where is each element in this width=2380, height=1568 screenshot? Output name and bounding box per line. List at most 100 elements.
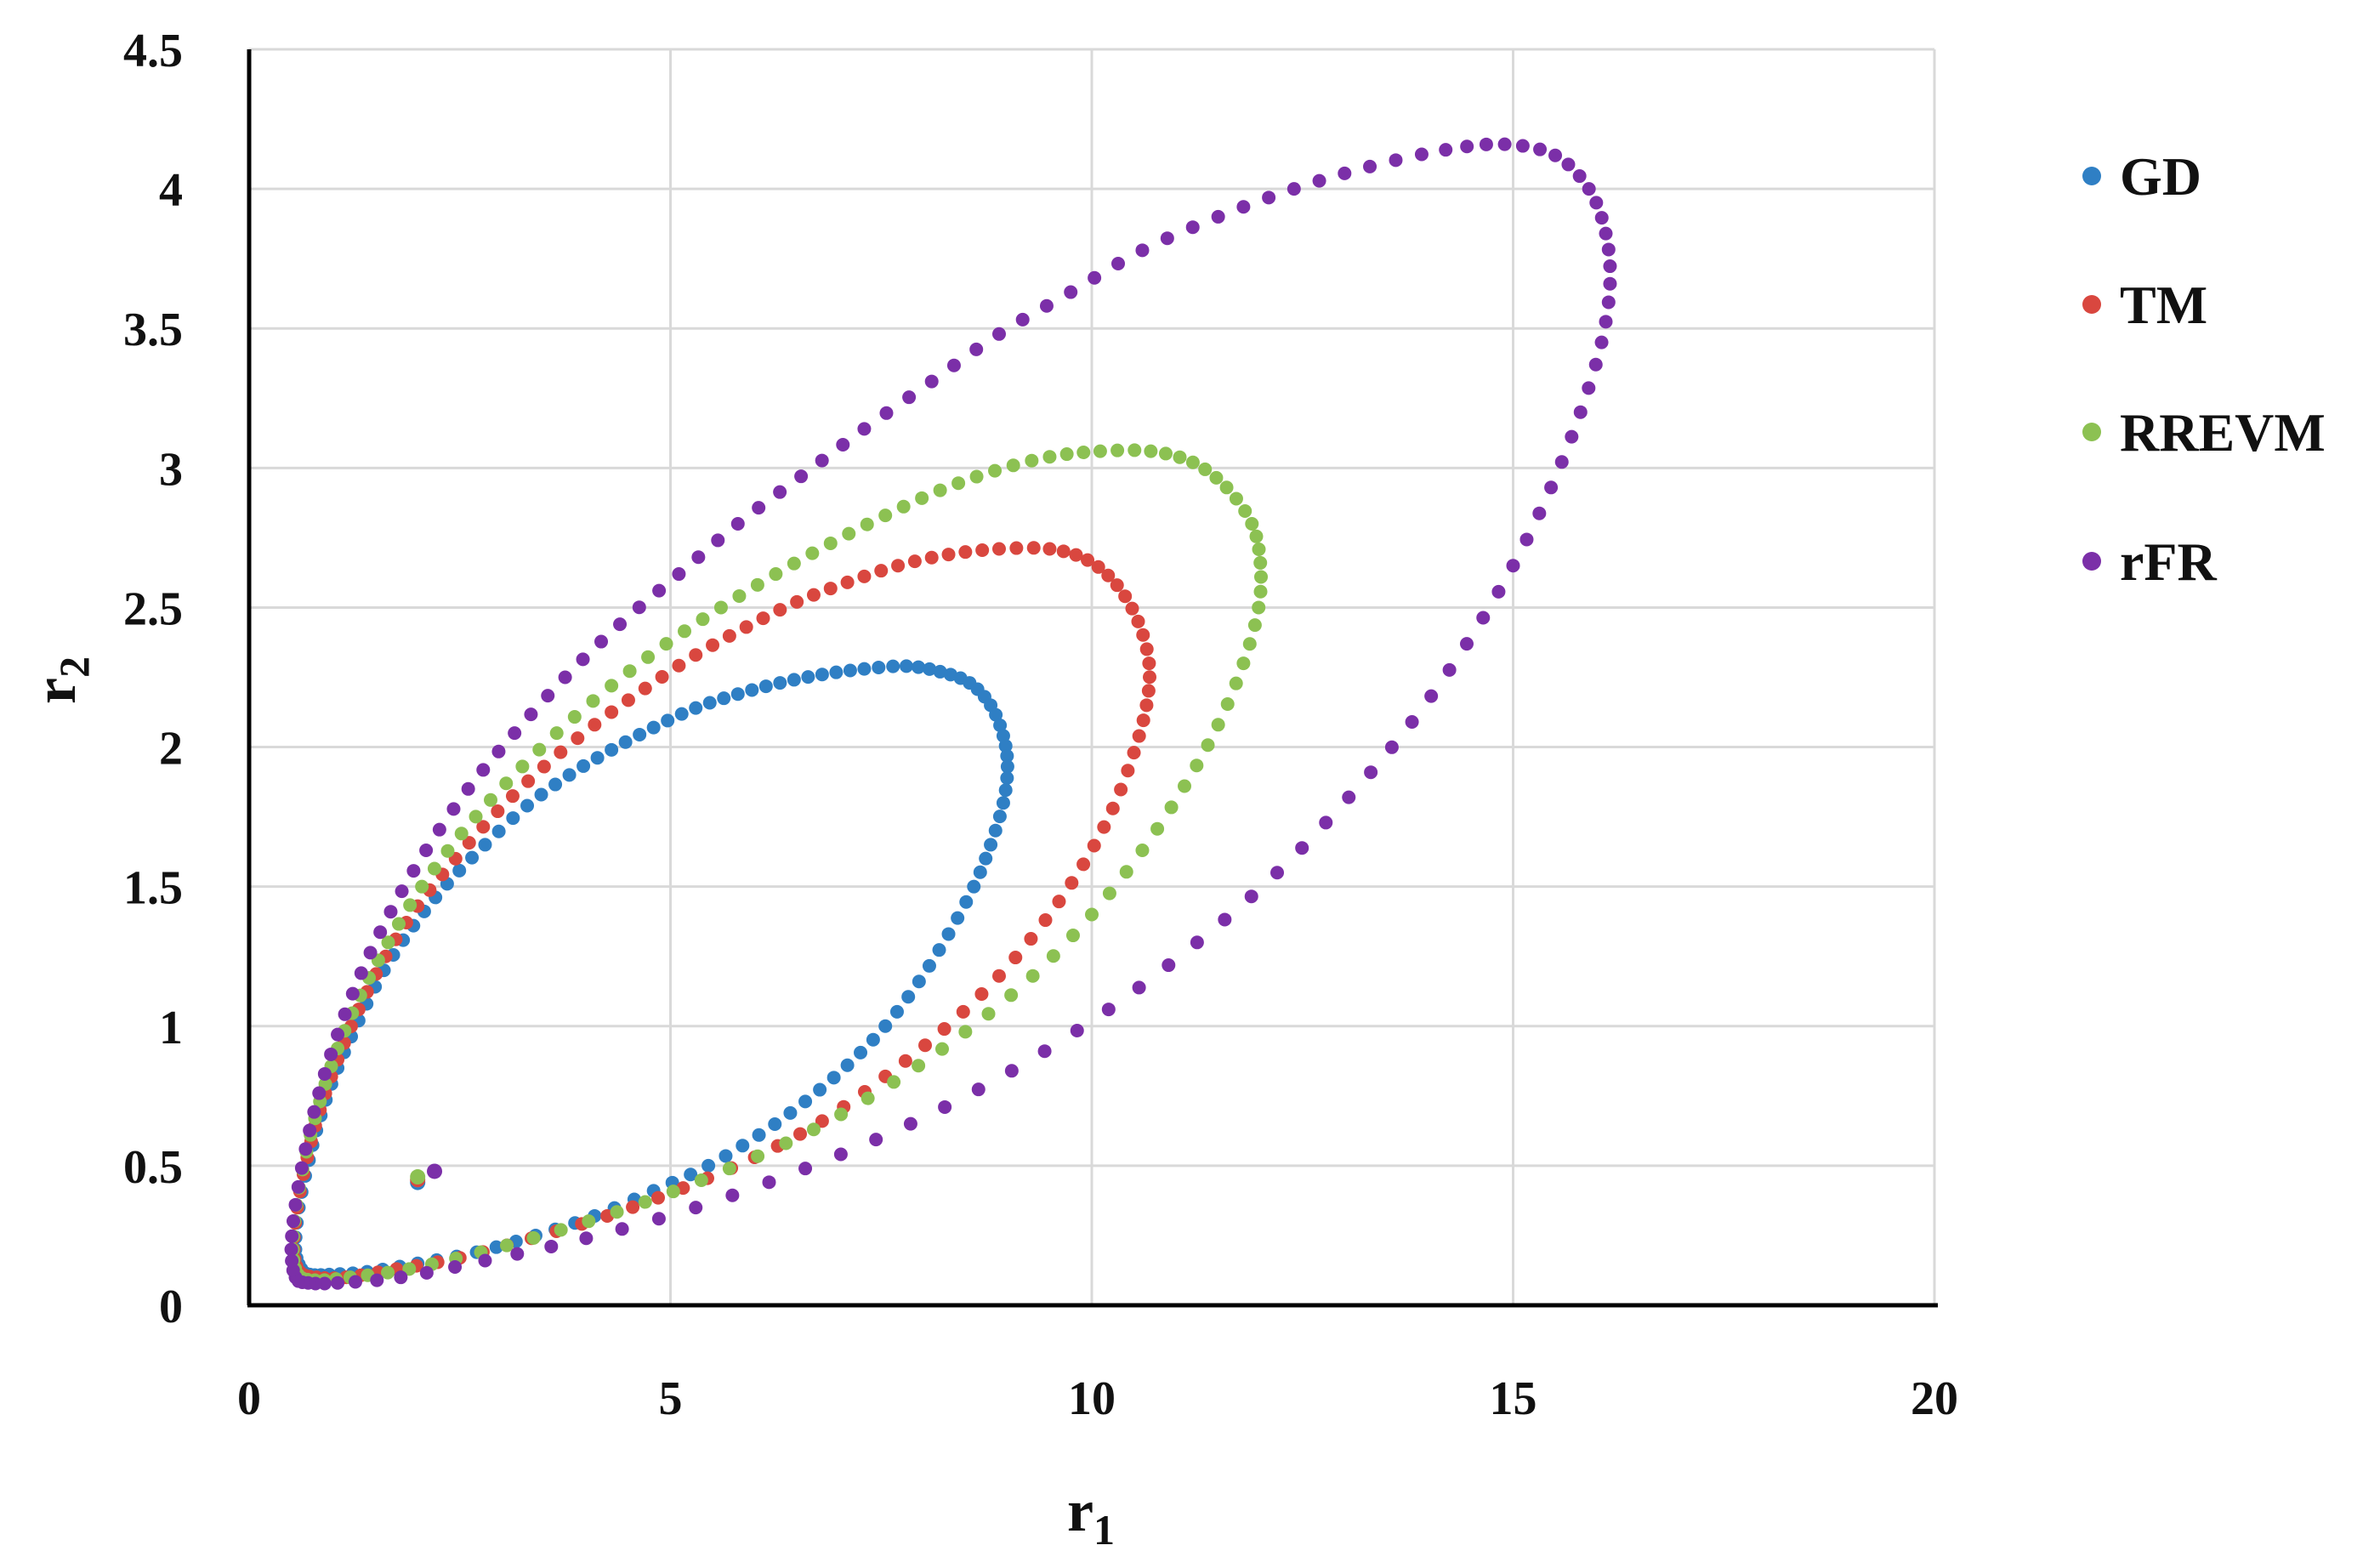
data-point [651,1212,666,1226]
data-point [1603,259,1617,274]
data-point [403,898,417,912]
legend-marker [2082,423,2101,441]
data-point [979,851,993,866]
data-point [478,838,492,852]
data-point [923,662,937,676]
data-point [886,659,900,673]
data-point [515,759,530,774]
data-point [1364,765,1378,780]
data-point [1101,568,1116,582]
data-point [790,594,804,609]
data-point [632,600,646,615]
data-point [363,946,378,960]
data-point [1118,589,1133,604]
data-point [988,823,1003,838]
data-point [991,327,1006,341]
legend-item-rfr: rFR [2082,531,2218,592]
grid [247,48,1936,1307]
data-point [1102,886,1116,900]
data-point [1229,491,1243,506]
x-axis-title: r1 [1067,1479,1115,1554]
data-point [941,927,956,941]
data-point [526,1230,541,1245]
data-point [440,844,455,858]
data-point [969,469,984,484]
data-point [1004,1064,1019,1078]
data-point [1588,357,1603,372]
data-point [826,1071,841,1085]
data-point [719,1149,733,1163]
legend-label: TM [2120,275,2207,335]
data-point [815,1114,829,1128]
data-point [1164,800,1179,815]
data-point [991,969,1006,983]
data-point [521,774,536,788]
data-point [499,776,514,791]
data-point [691,550,706,565]
data-point [469,810,483,824]
data-point [717,691,731,706]
data-point [1363,159,1377,173]
data-point [672,567,686,582]
data-point [461,781,475,796]
data-point [1144,444,1158,458]
data-point [571,731,585,746]
data-point [1132,980,1146,995]
data-point [1110,578,1124,593]
data-point [989,707,1003,722]
data-point [935,1042,950,1056]
data-point [879,406,894,420]
data-point [312,1086,327,1100]
data-point [1262,190,1276,205]
data-point [969,342,984,356]
data-point [1173,450,1187,464]
data-point [605,679,619,693]
data-point [798,1094,813,1109]
data-point [1127,746,1141,760]
data-point [1143,670,1157,685]
data-point [891,559,906,573]
data-point [338,1007,352,1021]
axes [247,49,1938,1308]
data-point [381,1265,395,1280]
data-point [842,526,856,541]
data-point [395,884,409,899]
data-point [1006,458,1020,473]
data-point [840,1058,855,1072]
data-point [655,670,669,685]
data-point [489,1240,503,1254]
data-point [577,758,591,773]
data-point [508,726,522,741]
y-tick-label: 3 [159,443,183,496]
data-point [448,1260,463,1275]
data-point [1024,932,1038,946]
data-point [646,720,661,735]
data-point [1544,480,1559,495]
data-point [1025,969,1040,983]
data-point [889,1004,904,1019]
data-point [1287,182,1301,196]
data-point [866,1032,880,1047]
data-point [1229,676,1243,690]
data-point [454,827,469,841]
data-point [1238,504,1252,519]
data-point [1219,480,1234,495]
data-point [768,1117,782,1132]
data-point [860,517,874,531]
y-tick-label: 1.5 [123,862,183,915]
data-point [462,836,476,850]
data-point [1135,843,1150,857]
legend-item-gd: GD [2082,146,2201,207]
data-point [419,1265,434,1280]
data-point [532,742,547,757]
data-point [1042,542,1057,556]
data-point [1603,276,1617,291]
data-point [348,1275,362,1289]
data-point [1459,637,1474,651]
data-point [1582,182,1596,196]
data-point [769,567,783,582]
data-point [1091,560,1105,574]
data-point [605,742,619,757]
data-point [992,810,1007,824]
